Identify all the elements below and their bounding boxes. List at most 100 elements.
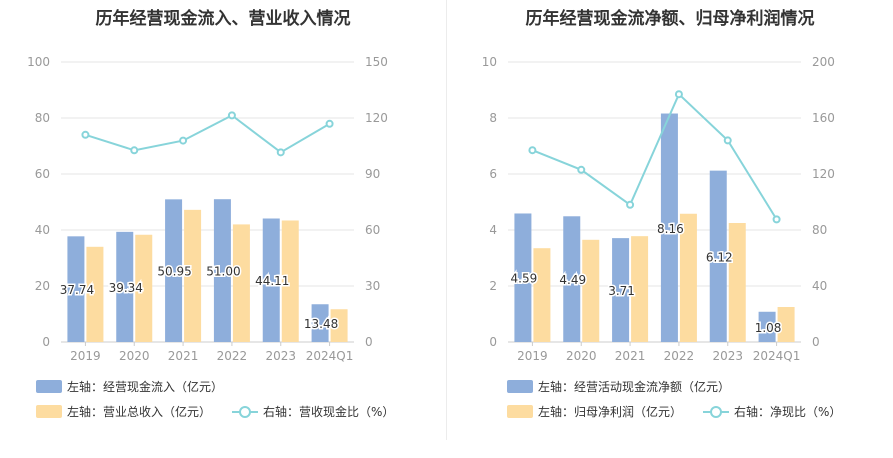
left-bar-primary: [311, 304, 329, 342]
legend-right-series1[interactable]: 左轴：经营活动现金流净额（亿元）: [507, 378, 730, 395]
left-y-right-tick: 150: [365, 55, 388, 69]
right-bar-secondary: [728, 223, 746, 342]
left-bar-value-label: 13.48: [304, 317, 338, 331]
right-x-tick-label: 2022: [664, 349, 695, 363]
right-bar-secondary: [582, 239, 600, 342]
right-y-right-tick: 0: [812, 335, 820, 349]
right-y-left-tick: 4: [489, 223, 497, 237]
right-y-left-tick: 10: [482, 55, 497, 69]
left-bar-secondary: [330, 309, 348, 342]
left-y-right-tick: 30: [365, 279, 380, 293]
left-bar-secondary: [86, 246, 104, 342]
legend-right-series3[interactable]: 右轴：净现比（%）: [703, 403, 841, 420]
legend-right-series3-label: 右轴：净现比（%）: [734, 405, 842, 419]
left-ratio-point: [325, 119, 334, 128]
right-y-right-tick: 80: [812, 223, 827, 237]
right-bar-value-label: 4.59: [511, 272, 538, 286]
left-y-left-tick: 0: [42, 335, 50, 349]
left-bar-value-label: 50.95: [157, 265, 191, 279]
right-bar-secondary: [777, 307, 795, 342]
legend-right-series2-label: 左轴：归母净利润（亿元）: [538, 405, 683, 419]
legend-bar-swatch-orange: [36, 405, 62, 418]
left-ratio-point: [81, 130, 90, 139]
left-bar-secondary: [232, 224, 250, 342]
left-chart-title: 历年经营现金流入、营业收入情况: [95, 9, 351, 29]
left-x-tick-label: 2023: [265, 349, 296, 363]
legend-left-series3[interactable]: 右轴：营收现金比（%）: [232, 403, 394, 420]
left-bar-value-label: 44.11: [255, 274, 289, 288]
right-y-left-tick: 8: [489, 111, 497, 125]
right-ratio-point: [772, 215, 781, 224]
right-bar-primary: [758, 311, 776, 342]
right-y-right-tick: 120: [812, 167, 835, 181]
legend-line-swatch: [703, 405, 729, 418]
left-y-right-tick: 120: [365, 111, 388, 125]
right-bar-value-label: 6.12: [706, 250, 733, 264]
left-x-tick-label: 2022: [217, 349, 248, 363]
left-y-left-tick: 100: [27, 55, 50, 69]
legend-bar-swatch-orange: [507, 405, 533, 418]
left-y-right-tick: 90: [365, 167, 380, 181]
legend-right-series1-label: 左轴：经营活动现金流净额（亿元）: [538, 380, 731, 394]
right-y-left-tick: 0: [489, 335, 497, 349]
left-ratio-point: [227, 111, 236, 120]
right-x-tick-label: 2019: [517, 349, 548, 363]
right-x-tick-label: 2024Q1: [753, 349, 801, 363]
right-x-tick-label: 2021: [615, 349, 646, 363]
right-bar-value-label: 1.08: [755, 321, 782, 335]
legend-bar-swatch-blue: [36, 380, 62, 393]
left-ratio-point: [179, 136, 188, 145]
right-ratio-point: [528, 146, 537, 155]
left-bar-primary: [165, 199, 183, 342]
left-y-left-tick: 60: [35, 167, 50, 181]
left-chart-plot: 0 20 40 60 80 100 0 30 60 90 120 150 2019 2020 2021 202…: [27, 55, 388, 363]
right-ratio-point: [577, 165, 586, 174]
right-chart-title: 历年经营现金流净额、归母净利润情况: [525, 9, 815, 29]
left-bar-value-label: 51.00: [206, 265, 240, 279]
right-chart-panel: 历年经营现金流净额、归母净利润情况 0 2 4 6 8 10 0 40 80 120 160 200 2…: [447, 0, 893, 458]
left-ratio-line: [85, 114, 331, 154]
right-bar-secondary: [533, 248, 551, 342]
right-ratio-point: [723, 136, 732, 145]
left-ratio-point: [130, 146, 139, 155]
left-chart-panel: 历年经营现金流入、营业收入情况 0 20 40 60 80 100 0 30 60 90 120 15…: [0, 0, 446, 458]
right-bar-primary: [563, 216, 581, 342]
left-bar-secondary: [135, 234, 153, 342]
right-bar-value-label: 8.16: [657, 222, 684, 236]
right-x-tick-label: 2023: [712, 349, 743, 363]
left-y-right-tick: 0: [365, 335, 373, 349]
right-ratio-line: [532, 92, 778, 220]
left-bar-primary: [67, 236, 85, 342]
right-ratio-point: [674, 90, 683, 99]
legend-line-swatch: [232, 405, 258, 418]
right-x-tick-label: 2020: [566, 349, 597, 363]
left-bar-secondary: [281, 220, 299, 342]
left-bar-secondary: [184, 209, 202, 342]
left-y-left-tick: 20: [35, 279, 50, 293]
right-bar-primary: [612, 238, 630, 342]
legend-right-series2[interactable]: 左轴：归母净利润（亿元）: [507, 403, 682, 420]
left-x-tick-label: 2024Q1: [306, 349, 354, 363]
legend-left-series1[interactable]: 左轴：经营现金流入（亿元）: [36, 378, 223, 395]
left-y-left-tick: 80: [35, 111, 50, 125]
left-y-left-tick: 40: [35, 223, 50, 237]
left-bar-value-label: 37.74: [60, 283, 94, 297]
left-x-tick-label: 2021: [168, 349, 199, 363]
left-y-right-tick: 60: [365, 223, 380, 237]
right-y-left-tick: 2: [489, 279, 497, 293]
right-bar-primary: [709, 170, 727, 342]
panel-divider: [446, 0, 447, 440]
left-bar-primary: [213, 199, 231, 342]
legend-bar-swatch-blue: [507, 380, 533, 393]
right-y-right-tick: 200: [812, 55, 835, 69]
right-chart-plot: 0 2 4 6 8 10 0 40 80 120 160 200 2019 2020 2021 2022 202…: [482, 55, 835, 363]
left-bar-value-label: 39.34: [109, 281, 143, 295]
right-y-right-tick: 40: [812, 279, 827, 293]
legend-left-series2[interactable]: 左轴：营业总收入（亿元）: [36, 403, 211, 420]
left-bar-primary: [262, 218, 280, 342]
right-bar-primary: [660, 113, 678, 343]
right-y-left-tick: 6: [489, 167, 497, 181]
right-bar-secondary: [679, 213, 697, 342]
right-bar-value-label: 4.49: [559, 273, 586, 287]
right-y-right-tick: 160: [812, 111, 835, 125]
